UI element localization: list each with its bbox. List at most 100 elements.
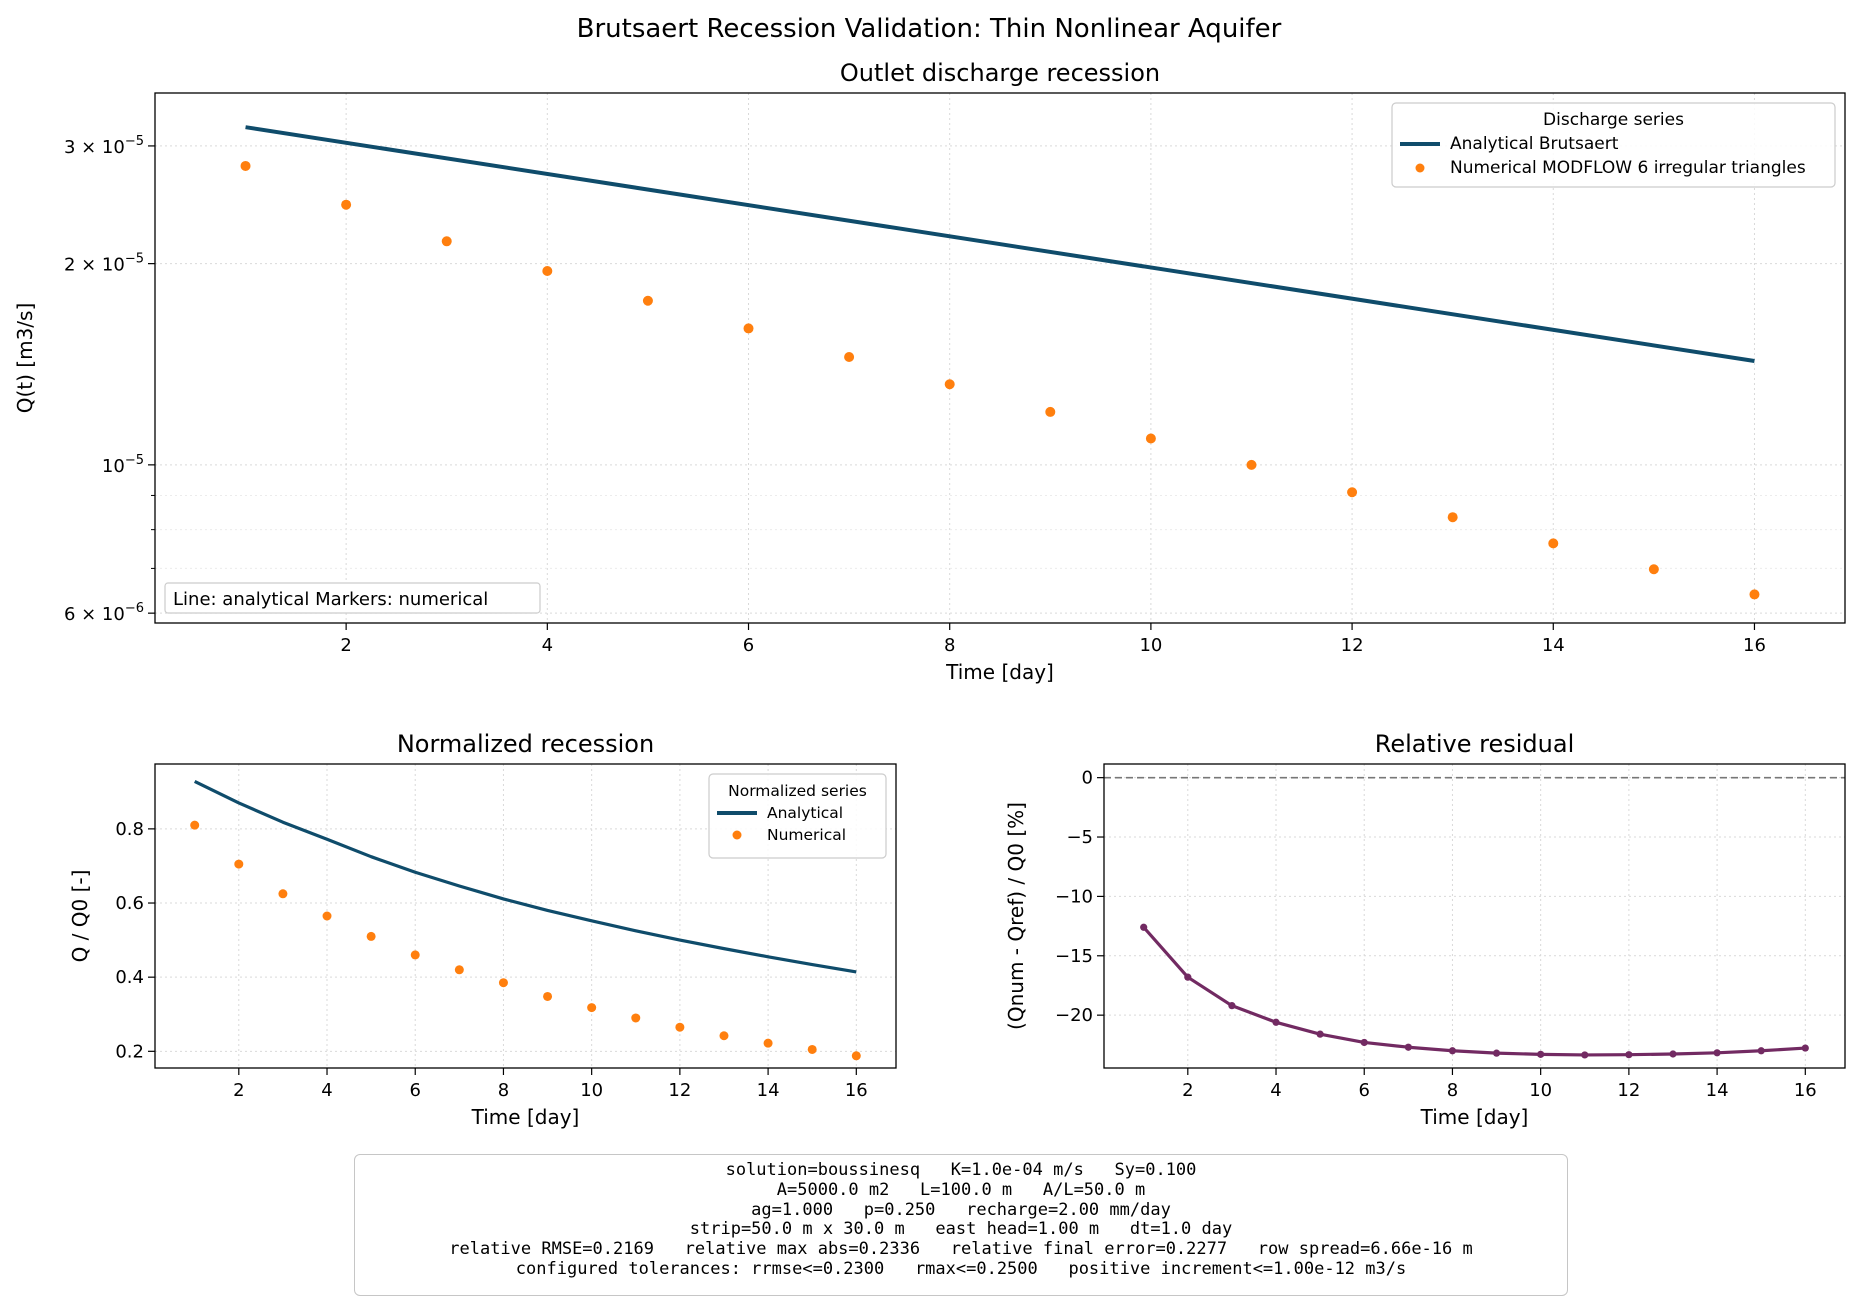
data-point bbox=[1669, 1050, 1677, 1058]
annotation-frame bbox=[164, 582, 541, 614]
data-point bbox=[234, 859, 244, 869]
y-tick-label: −10 bbox=[1055, 886, 1093, 907]
data-point bbox=[410, 950, 420, 960]
data-point bbox=[807, 1044, 817, 1054]
annotation-text: Line: analytical Markers: numerical bbox=[173, 589, 488, 610]
parameter-info-box: solution=boussinesq K=1.0e-04 m/s Sy=0.1… bbox=[354, 1154, 1568, 1296]
data-point bbox=[322, 911, 332, 921]
legend-title: Discharge series bbox=[1543, 110, 1684, 130]
data-point bbox=[366, 931, 376, 941]
x-tick-label: 8 bbox=[1447, 1080, 1458, 1101]
axes-title: Outlet discharge recession bbox=[840, 59, 1160, 87]
data-point bbox=[1360, 1038, 1368, 1047]
x-tick-label: 14 bbox=[1706, 1080, 1729, 1101]
info-line: strip=50.0 m x 30.0 m east head=1.00 m d… bbox=[689, 1219, 1233, 1240]
data-point bbox=[587, 1003, 597, 1013]
data-point bbox=[1145, 433, 1156, 444]
x-tick-label: 6 bbox=[410, 1080, 421, 1101]
data-point bbox=[763, 1038, 773, 1048]
info-line: relative RMSE=0.2169 relative max abs=0.… bbox=[449, 1239, 1473, 1260]
x-tick-label: 16 bbox=[1743, 635, 1766, 656]
legend-entry-label: Analytical bbox=[767, 804, 843, 822]
data-point bbox=[1713, 1049, 1721, 1057]
legend-title: Normalized series bbox=[728, 782, 867, 800]
x-tick-label: 8 bbox=[498, 1080, 509, 1101]
data-point bbox=[1548, 538, 1559, 549]
y-tick-label: −20 bbox=[1055, 1005, 1093, 1026]
chart-normalized-recession: 2 4 6 8 10 12 14 16 0.2 0.4 0.6 0.8 Normalized reces… bbox=[68, 730, 897, 1129]
data-point bbox=[1581, 1051, 1589, 1059]
data-point bbox=[240, 160, 251, 171]
axes-frame bbox=[154, 763, 897, 1069]
axes-frame bbox=[1103, 763, 1846, 1069]
legend: Discharge series Analytical Brutsaert Nume… bbox=[1391, 102, 1836, 188]
legend-marker bbox=[732, 830, 742, 840]
legend: Normalized series Analytical Numerical bbox=[708, 773, 887, 859]
axes-title: Relative residual bbox=[1375, 730, 1575, 758]
y-tick-label: 0 bbox=[1082, 768, 1093, 789]
legend-frame bbox=[708, 773, 887, 859]
x-axis-label: Time [day] bbox=[945, 660, 1054, 684]
x-tick-label: 4 bbox=[542, 635, 553, 656]
x-axis-label: Time [day] bbox=[1420, 1105, 1529, 1129]
data-point bbox=[631, 1013, 641, 1023]
x-tick-label: 10 bbox=[1529, 1080, 1552, 1101]
y-tick-label: 2 × 10−5 bbox=[64, 252, 144, 276]
data-point bbox=[844, 351, 855, 362]
y-tick-label: 10−5 bbox=[102, 453, 144, 477]
data-point bbox=[1272, 1018, 1280, 1026]
data-point bbox=[341, 199, 352, 210]
data-point bbox=[1140, 923, 1148, 931]
legend-entry-label: Analytical Brutsaert bbox=[1450, 134, 1619, 154]
legend-frame bbox=[1391, 102, 1836, 188]
data-point bbox=[944, 379, 955, 390]
x-tick-label: 12 bbox=[668, 1080, 691, 1101]
data-point bbox=[1316, 1030, 1324, 1038]
y-tick-label: 0.2 bbox=[115, 1041, 144, 1062]
y-tick-label: 0.8 bbox=[115, 819, 144, 840]
data-point bbox=[1801, 1044, 1809, 1052]
data-point bbox=[542, 265, 553, 276]
series-line bbox=[1142, 926, 1806, 1057]
data-point bbox=[675, 1022, 685, 1032]
legend-entry-label: Numerical bbox=[767, 826, 846, 844]
data-point bbox=[454, 965, 464, 975]
data-point bbox=[1246, 459, 1257, 470]
y-tick-label: −5 bbox=[1066, 827, 1093, 848]
x-tick-label: 16 bbox=[845, 1080, 868, 1101]
data-point bbox=[719, 1031, 729, 1041]
x-tick-label: 12 bbox=[1617, 1080, 1640, 1101]
y-tick-label: −15 bbox=[1055, 946, 1093, 967]
data-point bbox=[1625, 1051, 1633, 1059]
data-point bbox=[1228, 1002, 1236, 1010]
axes-frame bbox=[154, 92, 1846, 624]
data-point bbox=[1404, 1043, 1412, 1051]
y-tick-label: 3 × 10−5 bbox=[64, 134, 144, 158]
data-point bbox=[498, 978, 508, 988]
y-tick-label: 0.6 bbox=[115, 893, 144, 914]
data-point bbox=[851, 1051, 861, 1061]
x-axis-label: Time [day] bbox=[471, 1105, 580, 1129]
data-point bbox=[1448, 1047, 1457, 1055]
data-point bbox=[1749, 589, 1760, 600]
x-tick-label: 14 bbox=[757, 1080, 780, 1101]
axes-title: Normalized recession bbox=[397, 730, 654, 758]
x-tick-label: 14 bbox=[1542, 635, 1565, 656]
x-tick-label: 10 bbox=[580, 1080, 603, 1101]
data-point bbox=[1492, 1049, 1501, 1057]
x-tick-label: 8 bbox=[944, 635, 955, 656]
x-tick-label: 2 bbox=[233, 1080, 244, 1101]
y-axis-label: (Qnum - Qref) / Q0 [%] bbox=[1004, 802, 1028, 1030]
figure-suptitle: Brutsaert Recession Validation: Thin Non… bbox=[577, 14, 1282, 44]
data-point bbox=[743, 323, 754, 334]
data-point bbox=[441, 236, 452, 247]
x-tick-label: 4 bbox=[1270, 1080, 1281, 1101]
x-tick-label: 16 bbox=[1794, 1080, 1817, 1101]
info-line: configured tolerances: rrmse<=0.2300 rma… bbox=[515, 1258, 1407, 1279]
data-point bbox=[1757, 1047, 1765, 1055]
x-tick-label: 2 bbox=[1182, 1080, 1193, 1101]
info-line: solution=boussinesq K=1.0e-04 m/s Sy=0.1… bbox=[725, 1160, 1197, 1180]
legend-marker bbox=[1415, 163, 1425, 173]
x-tick-label: 12 bbox=[1341, 635, 1364, 656]
